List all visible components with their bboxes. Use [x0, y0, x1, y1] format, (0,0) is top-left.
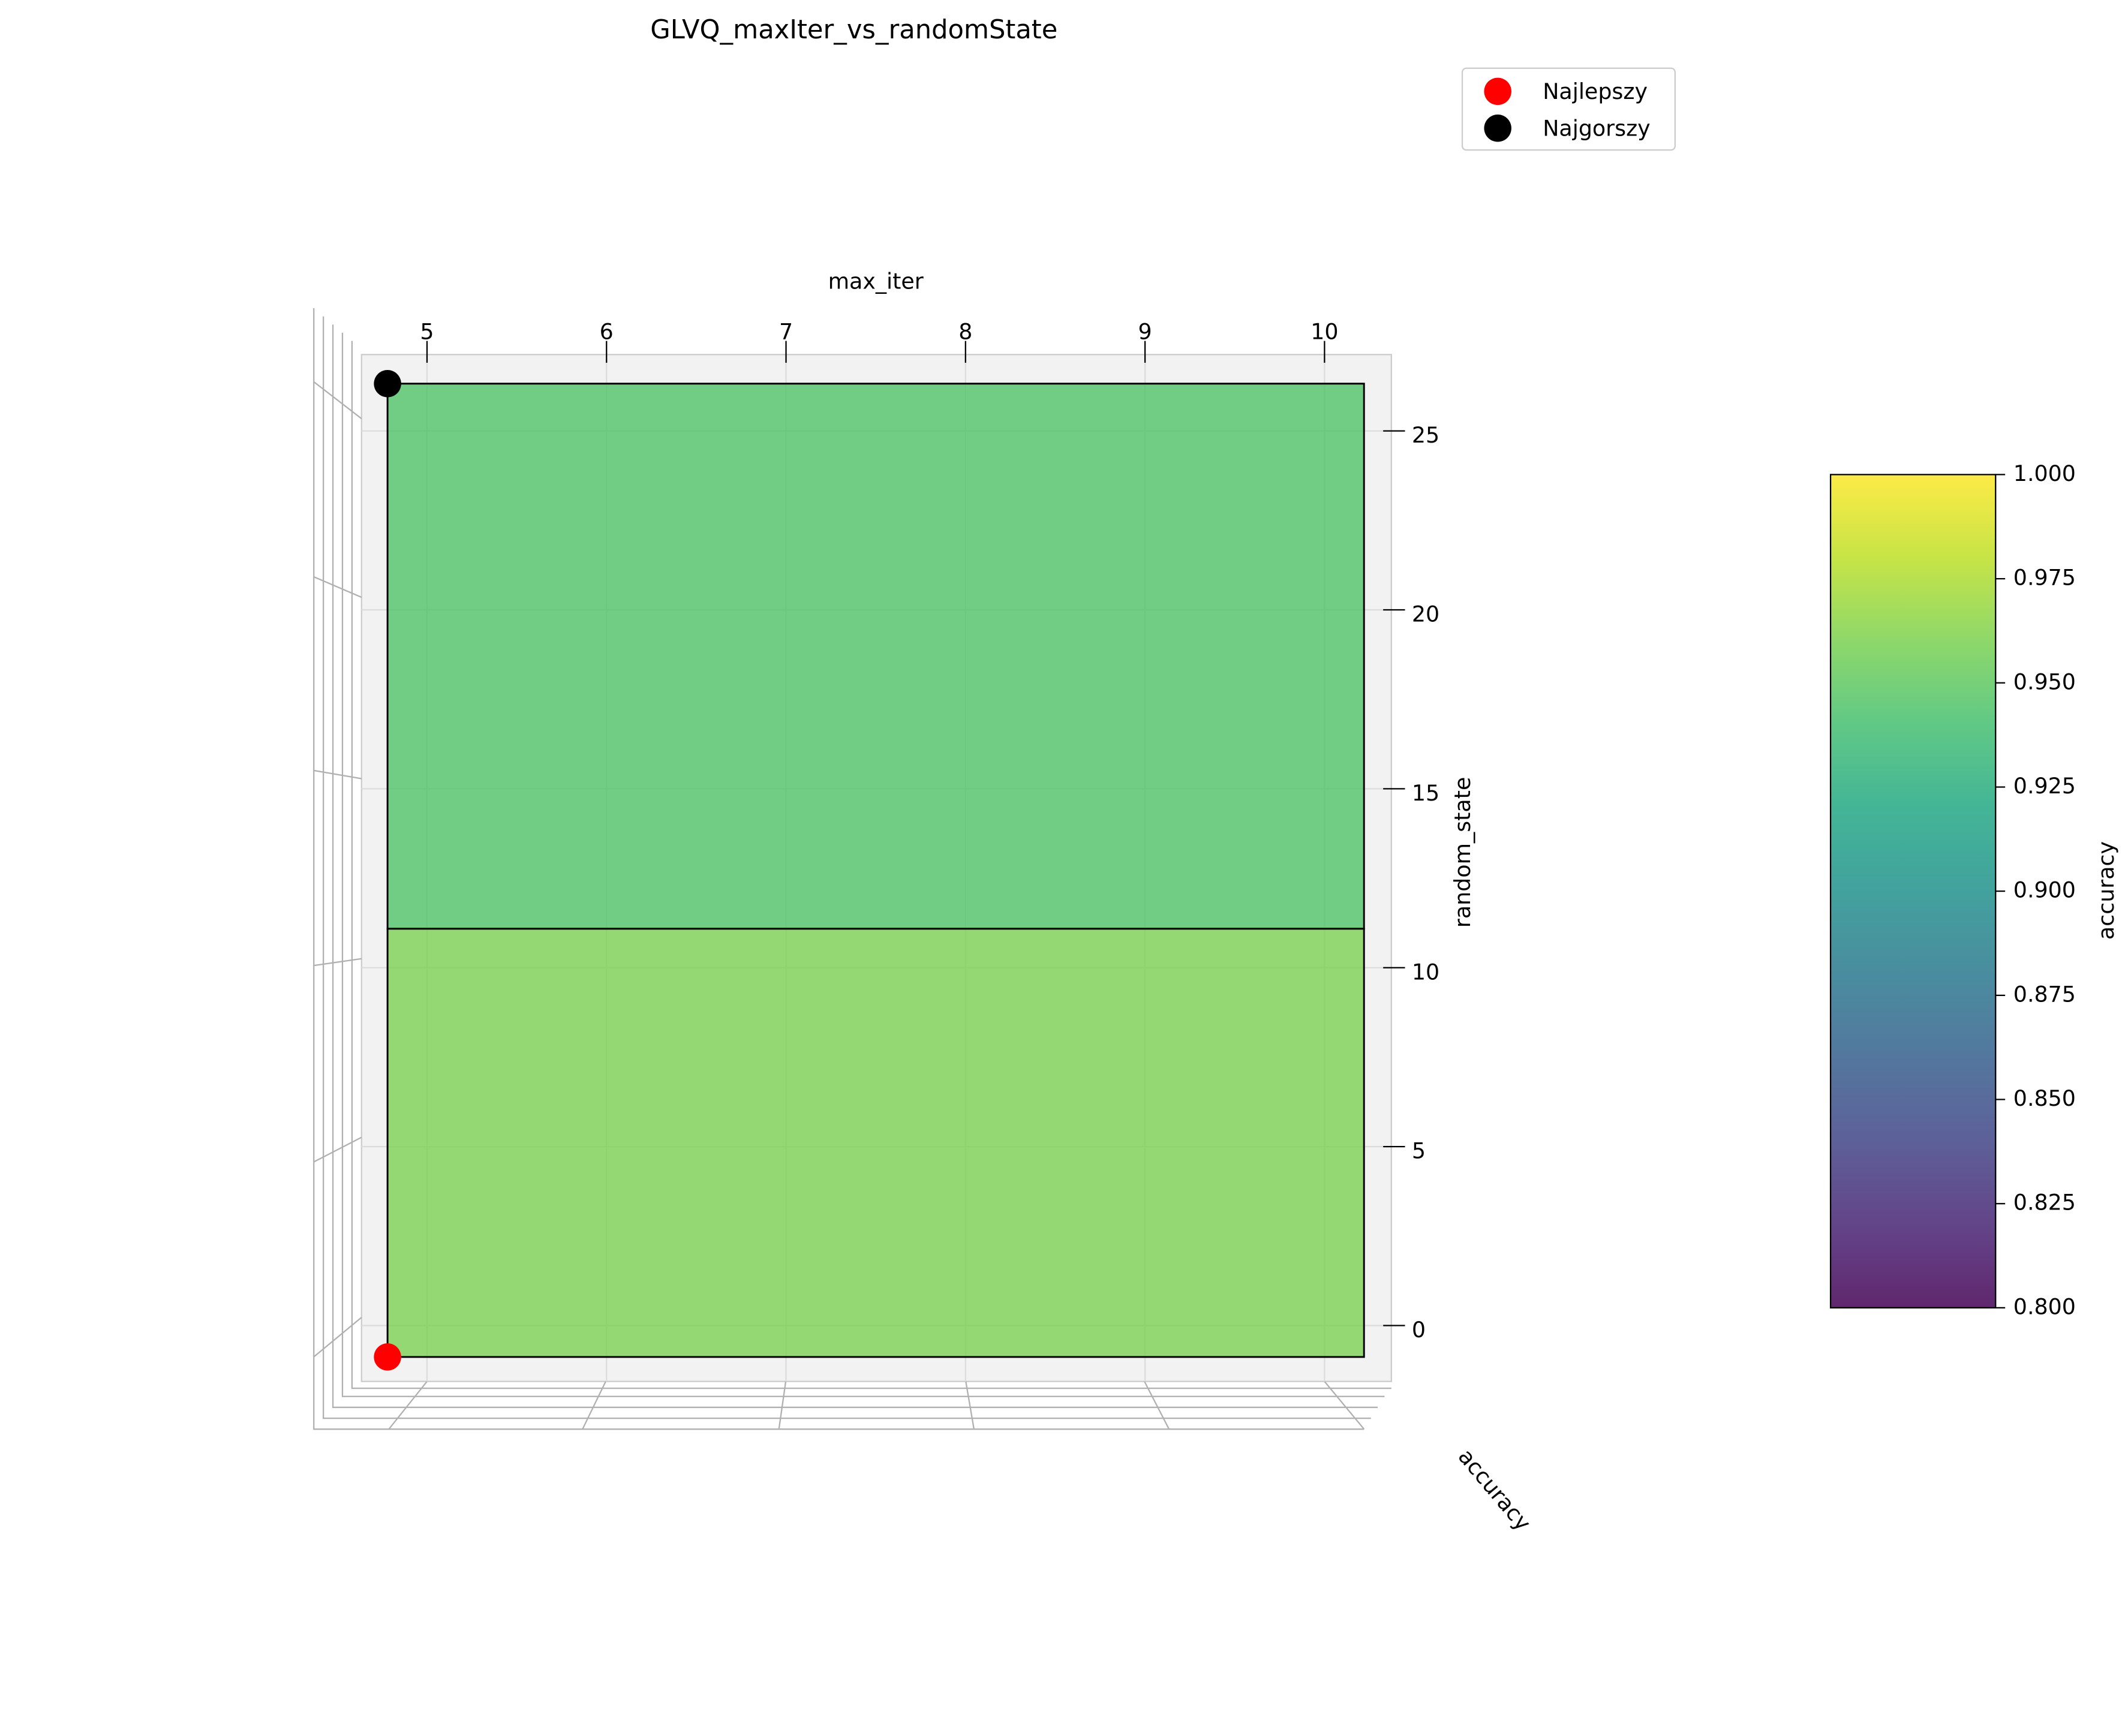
colorbar-label: accuracy [2093, 841, 2119, 940]
x-tick-label: 5 [420, 318, 434, 344]
colorbar-tick-label: 1.000 [2013, 461, 2076, 486]
colorbar [1829, 474, 1997, 1309]
marker [374, 1343, 401, 1371]
x-tick-label: 9 [1138, 318, 1152, 344]
colorbar-tick-label: 0.850 [2013, 1085, 2076, 1111]
y-axis-label: random_state [1450, 777, 1475, 928]
y-tick-label: 10 [1412, 959, 1439, 985]
surface-patch [386, 928, 1365, 1358]
legend-box [1461, 67, 1676, 151]
marker [374, 370, 401, 398]
colorbar-tick-label: 0.950 [2013, 669, 2076, 694]
surface-patch [386, 383, 1365, 930]
y-tick-label: 20 [1412, 601, 1439, 627]
colorbar-tick-label: 0.925 [2013, 773, 2076, 799]
colorbar-tick-label: 0.875 [2013, 981, 2076, 1007]
z-axis-label: accuracy [1453, 1444, 1536, 1536]
chart-title: GLVQ_maxIter_vs_randomState [650, 15, 1057, 45]
legend-label: Najlepszy [1543, 79, 1648, 104]
legend-marker [1484, 77, 1511, 106]
colorbar-tick-label: 0.975 [2013, 565, 2076, 591]
colorbar-tick-label: 0.825 [2013, 1190, 2076, 1215]
y-tick-label: 15 [1412, 780, 1439, 806]
colorbar-tick-label: 0.800 [2013, 1293, 2076, 1319]
y-tick-label: 5 [1412, 1138, 1426, 1164]
x-tick-label: 6 [600, 318, 614, 344]
colorbar-tick-label: 0.900 [2013, 877, 2076, 903]
legend: Najlepszy Najgorszy [1461, 67, 1676, 151]
x-tick-label: 7 [779, 318, 793, 344]
legend-marker [1484, 115, 1511, 142]
x-axis-label: max_iter [828, 268, 924, 294]
x-tick-label: 10 [1311, 318, 1338, 344]
x-tick-label: 8 [958, 318, 972, 344]
legend-label: Najgorszy [1543, 116, 1650, 142]
y-tick-label: 0 [1412, 1317, 1426, 1343]
y-tick-label: 25 [1412, 422, 1439, 448]
